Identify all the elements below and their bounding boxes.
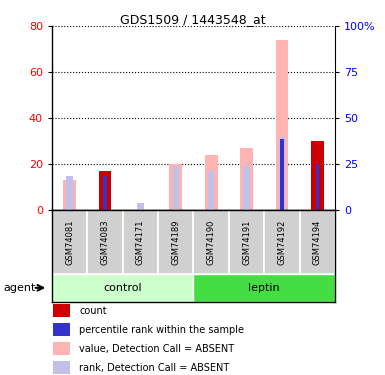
Bar [63,180,76,210]
Text: GSM74171: GSM74171 [136,219,145,265]
Text: rank, Detection Call = ABSENT: rank, Detection Call = ABSENT [79,363,229,373]
Text: value, Detection Call = ABSENT: value, Detection Call = ABSENT [79,344,234,354]
Bar [54,304,70,317]
Bar [193,274,335,302]
Bar [311,141,324,210]
Bar [205,155,218,210]
Bar [137,203,144,210]
Bar [276,40,288,210]
Bar [314,164,320,210]
Bar [158,210,193,274]
Bar [169,164,182,210]
Bar [193,210,229,274]
Bar [316,164,319,210]
Bar [208,171,214,210]
Text: GSM74189: GSM74189 [171,219,180,265]
Text: GSM74081: GSM74081 [65,219,74,265]
Bar [87,210,123,274]
Bar [264,210,300,274]
Bar [54,361,70,374]
Bar [243,166,250,210]
Bar [172,166,179,210]
Text: GSM74192: GSM74192 [277,219,286,265]
Bar [103,176,107,210]
Bar [99,171,111,210]
Bar [300,210,335,274]
Text: GSM74191: GSM74191 [242,219,251,265]
Bar [229,210,264,274]
Text: leptin: leptin [248,283,280,293]
Bar [240,148,253,210]
Bar [52,210,87,274]
Bar [52,274,193,302]
Bar [54,323,70,336]
Text: GSM74190: GSM74190 [207,219,216,265]
Bar [67,176,73,210]
Bar [279,136,285,210]
Text: percentile rank within the sample: percentile rank within the sample [79,325,244,334]
Bar [102,173,108,210]
Text: control: control [104,283,142,293]
Bar [99,171,111,210]
Bar [123,210,158,274]
Text: GSM74083: GSM74083 [100,219,110,265]
Text: count: count [79,306,107,316]
Text: GSM74194: GSM74194 [313,219,322,265]
Bar [54,342,70,355]
Text: GDS1509 / 1443548_at: GDS1509 / 1443548_at [120,13,265,26]
Text: agent: agent [4,283,36,293]
Bar [280,139,284,210]
